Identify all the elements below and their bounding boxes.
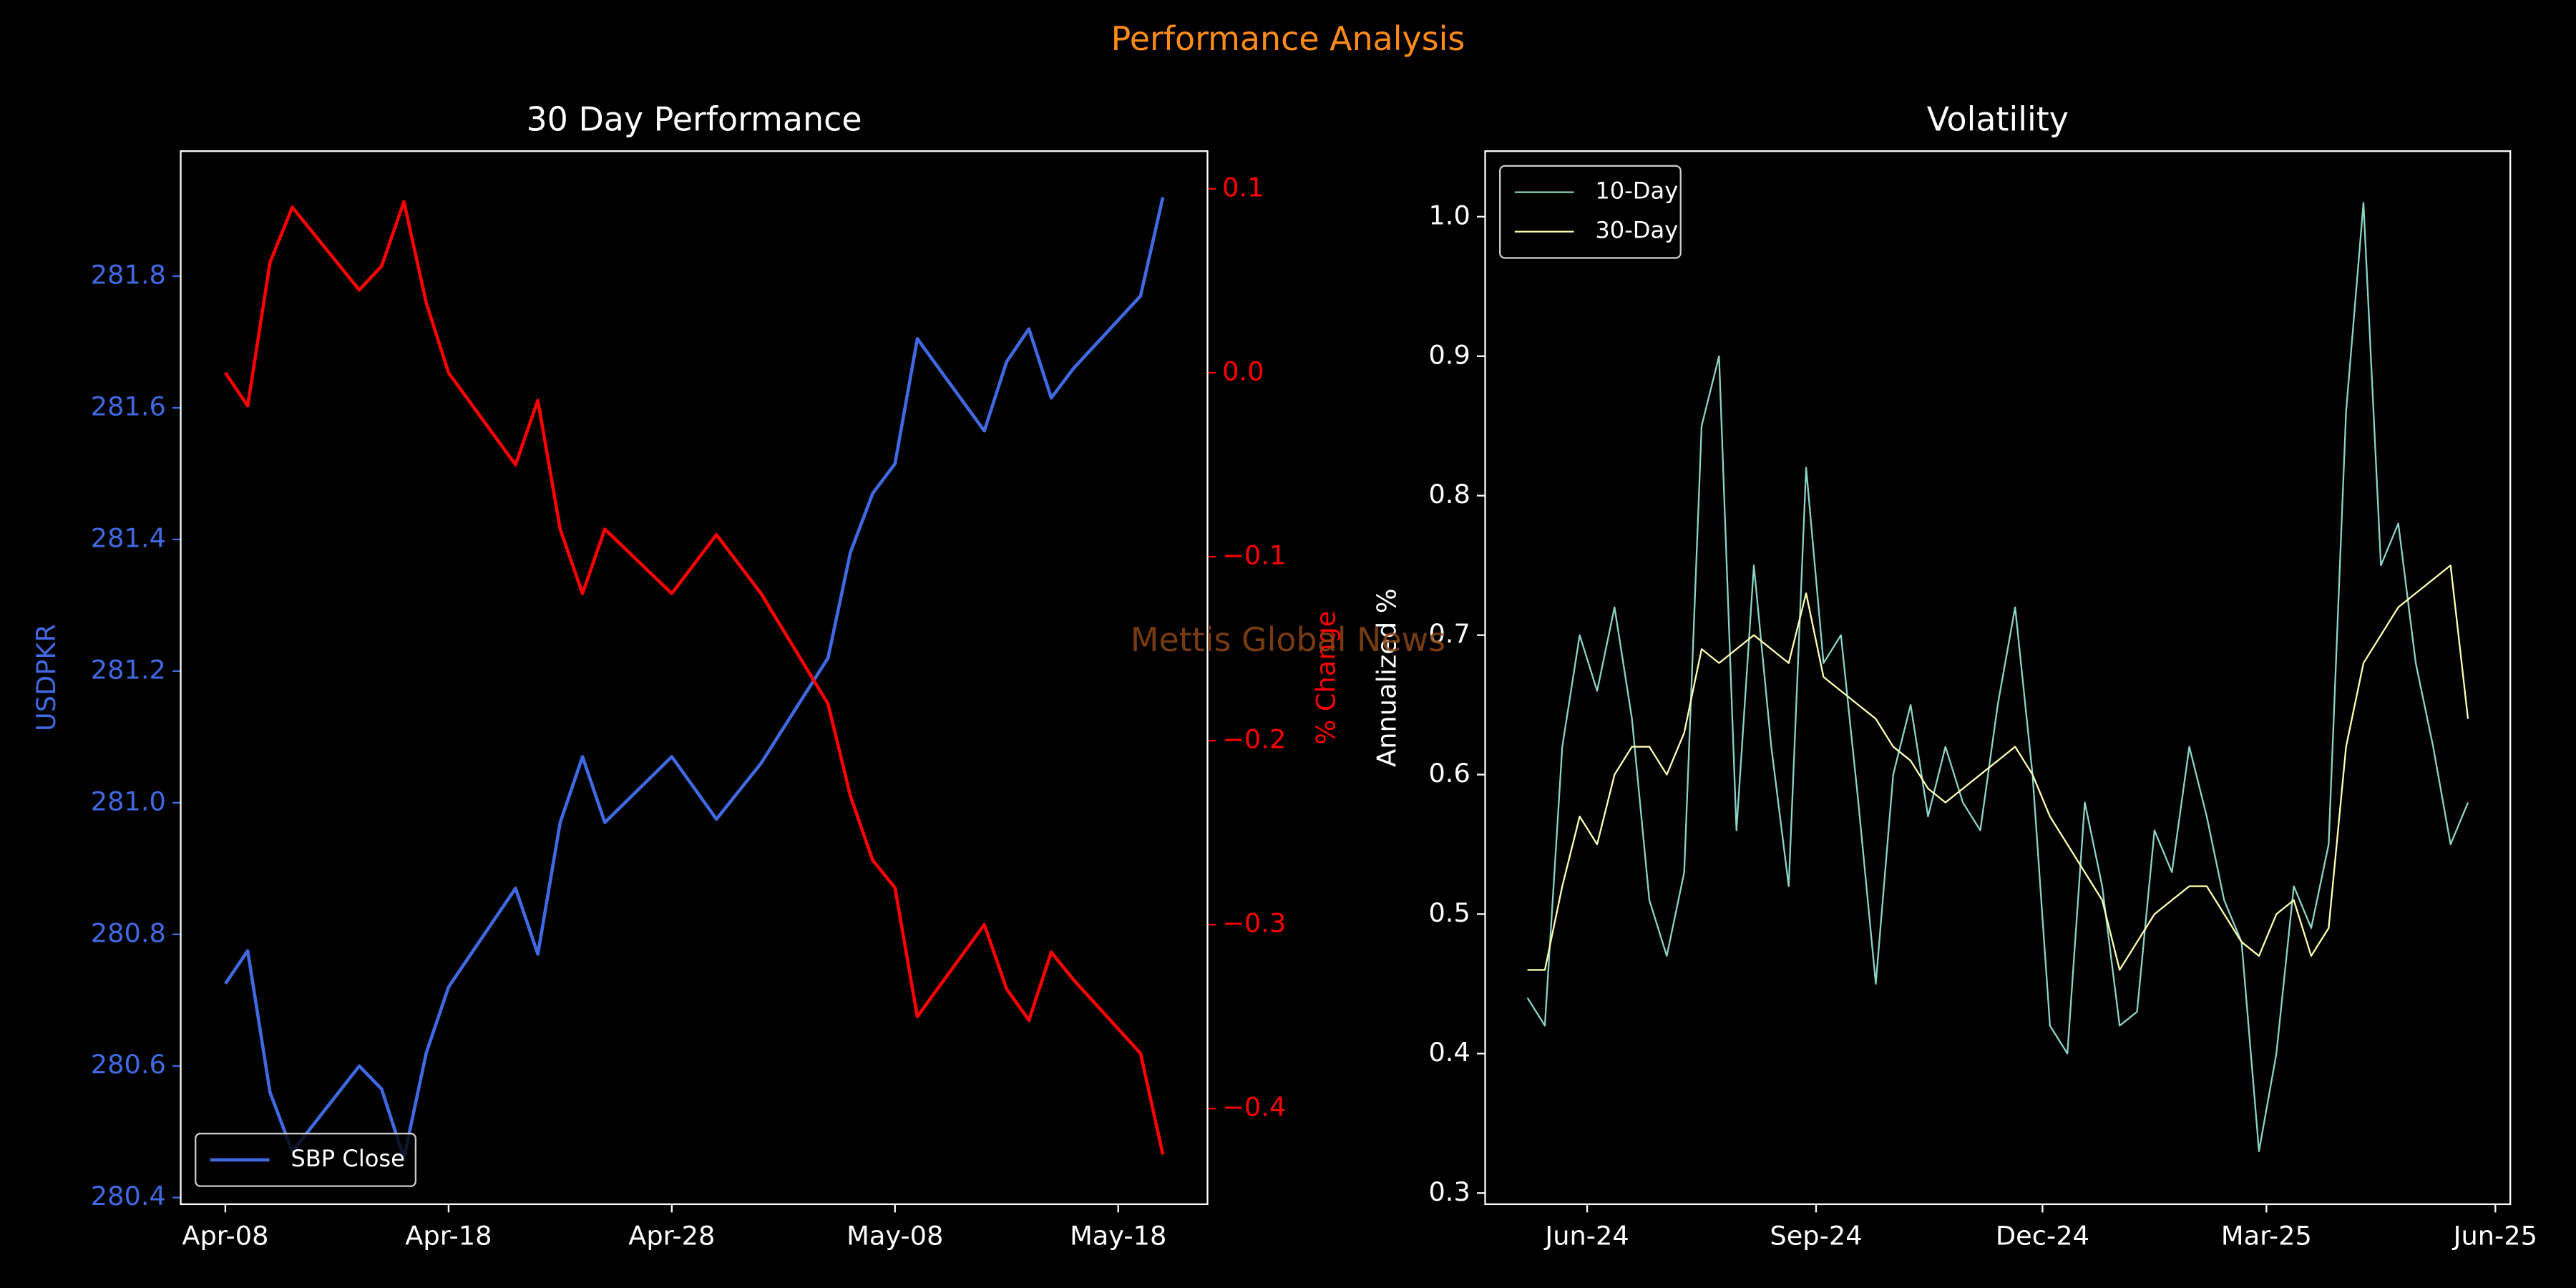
- legend-box: [195, 1133, 417, 1187]
- y-tick-label: 281.8: [91, 259, 166, 290]
- y-tick-label: 280.6: [91, 1049, 166, 1080]
- y-tick-label: 0.3: [1428, 1176, 1470, 1207]
- series-line: [1527, 564, 2469, 971]
- x-tick-label: Apr-08: [182, 1220, 268, 1251]
- series-line: [224, 200, 1165, 1155]
- figure-title: Performance Analysis: [1111, 19, 1465, 58]
- series-line: [224, 197, 1165, 1160]
- x-tick-label: May-18: [1070, 1220, 1166, 1251]
- y-tick-label: 0.8: [1428, 479, 1470, 509]
- plot-frame: [180, 150, 1209, 1206]
- x-tick-label: Apr-28: [628, 1220, 715, 1251]
- legend-box: [1499, 165, 1682, 259]
- y2-tick-label: 0.0: [1222, 356, 1264, 386]
- y-tick-label: 281.2: [91, 654, 166, 685]
- y-tick-label: 0.7: [1428, 618, 1470, 649]
- y-tick-label: 0.4: [1428, 1037, 1470, 1068]
- y-tick-label: 1.0: [1428, 200, 1470, 230]
- x-tick-label: Sep-24: [1770, 1220, 1862, 1251]
- legend-label: SBP Close: [291, 1145, 405, 1172]
- chart-title: Volatility: [1927, 99, 2069, 138]
- series-line: [1526, 202, 2469, 1152]
- y-tick-label: 280.4: [91, 1181, 166, 1211]
- y-tick-label: 0.6: [1428, 758, 1470, 789]
- y-tick-label: 280.8: [91, 917, 166, 948]
- chart-title: 30 Day Performance: [526, 99, 862, 138]
- y-axis-label: USDPKR: [31, 624, 62, 731]
- y-tick-label: 281.0: [91, 786, 166, 816]
- legend-label: 30-Day: [1595, 217, 1678, 244]
- x-tick-label: Jun-24: [1543, 1220, 1629, 1251]
- y2-tick-label: −0.3: [1222, 908, 1286, 939]
- x-tick-label: Jun-25: [2452, 1220, 2537, 1251]
- y-tick-label: 0.9: [1428, 339, 1470, 370]
- y-tick-label: 281.4: [91, 522, 166, 553]
- y-tick-label: 281.6: [91, 391, 166, 421]
- y-axis-label: Annualized %: [1372, 588, 1402, 767]
- plot-frame: [1484, 150, 2512, 1206]
- x-tick-label: Apr-18: [405, 1220, 492, 1251]
- y2-tick-label: −0.4: [1222, 1092, 1286, 1123]
- legend-label: 10-Day: [1595, 177, 1678, 205]
- x-tick-label: Dec-24: [1996, 1220, 2089, 1251]
- y2-tick-label: −0.1: [1222, 540, 1286, 571]
- x-tick-label: May-08: [847, 1220, 943, 1251]
- watermark: Mettis Global News: [1131, 620, 1445, 659]
- x-tick-label: Mar-25: [2221, 1220, 2312, 1251]
- y-tick-label: 0.5: [1428, 897, 1470, 928]
- y2-tick-label: −0.2: [1222, 724, 1286, 755]
- y2-axis-label: % Change: [1311, 610, 1342, 744]
- y2-tick-label: 0.1: [1222, 172, 1264, 203]
